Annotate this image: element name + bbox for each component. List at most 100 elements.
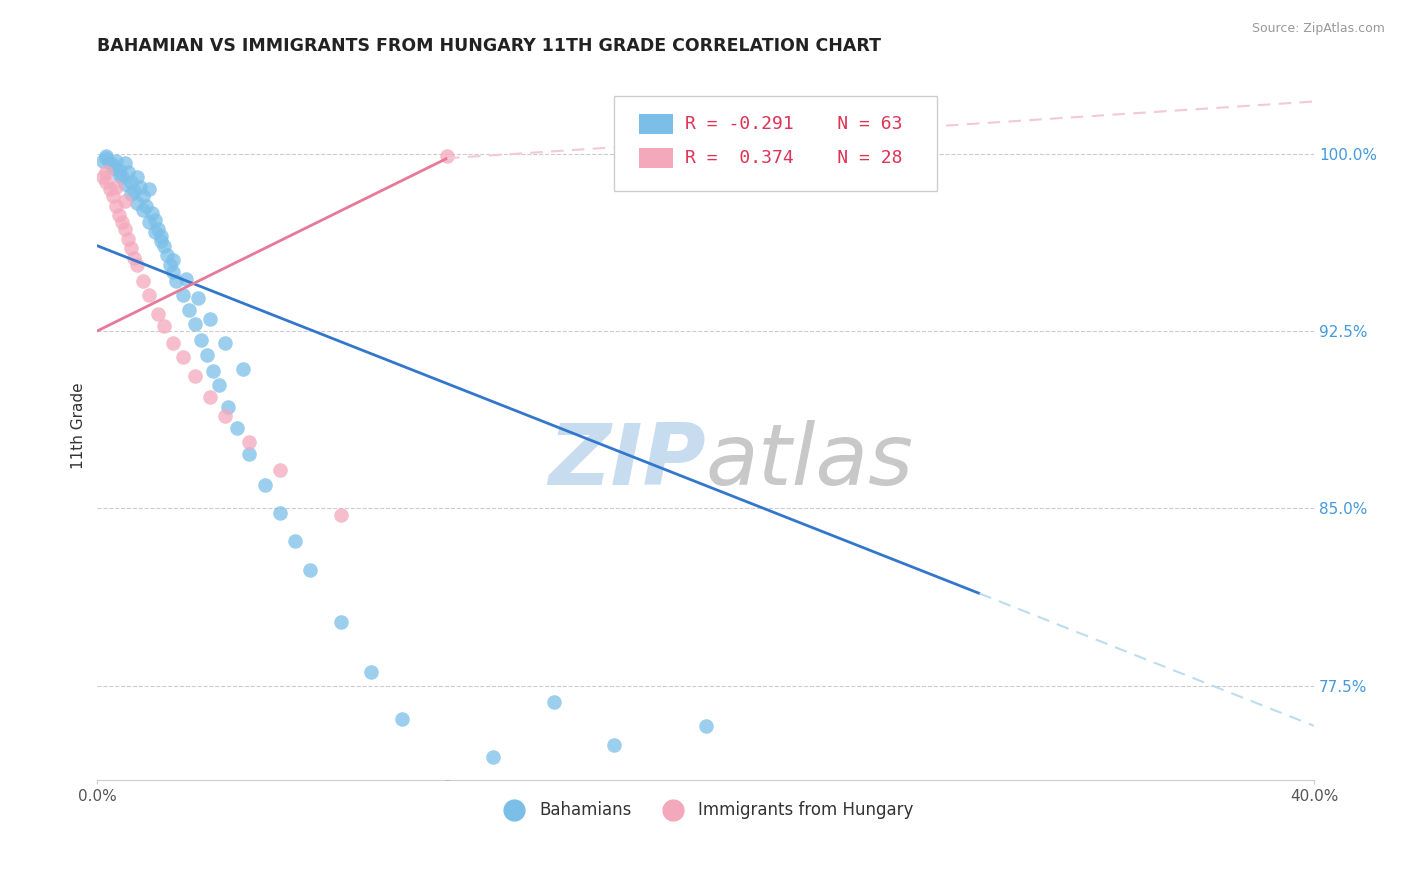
Point (543, 695, 565, 709)
Point (481, 749, 503, 764)
Point (153, 319, 176, 334)
Point (284, 534, 307, 549)
Point (96, 149, 118, 163)
Point (162, 252, 184, 267)
Bar (638, 114, 673, 134)
Point (138, 288, 160, 302)
Point (177, 302, 200, 317)
Point (143, 225, 166, 239)
Point (153, 239, 176, 253)
Point (132, 203, 155, 218)
Point (117, 232, 139, 246)
Point (208, 378, 231, 392)
Point (114, 194, 136, 208)
Point (329, 615, 352, 629)
Point (104, 198, 127, 212)
Point (232, 361, 254, 376)
Point (135, 198, 157, 212)
Point (111, 170, 134, 185)
Point (120, 186, 142, 201)
Point (101, 158, 124, 172)
Point (436, 149, 458, 163)
Point (214, 335, 236, 350)
Point (360, 665, 382, 679)
Point (114, 156, 136, 170)
Point (391, 712, 413, 726)
Point (201, 364, 224, 378)
Point (172, 350, 194, 364)
Point (141, 205, 163, 219)
Point (695, 719, 717, 733)
Point (198, 390, 221, 404)
Point (172, 288, 194, 302)
Point (122, 251, 145, 265)
Point (129, 179, 152, 194)
Point (107, 208, 129, 222)
Point (122, 185, 145, 199)
Point (132, 189, 155, 203)
Point (104, 153, 127, 168)
Point (162, 335, 184, 350)
Text: R =  0.374    N = 28: R = 0.374 N = 28 (685, 149, 903, 167)
Point (101, 161, 124, 175)
Point (107, 163, 129, 178)
Point (93, 170, 115, 185)
Y-axis label: 11th Grade: 11th Grade (72, 382, 86, 469)
Point (114, 222, 136, 236)
Point (117, 165, 139, 179)
Point (156, 248, 179, 262)
Point (183, 368, 205, 383)
Point (148, 307, 170, 321)
Point (253, 477, 276, 491)
Bar (638, 148, 673, 168)
Point (138, 182, 160, 196)
FancyBboxPatch shape (614, 95, 936, 192)
Point (93, 153, 115, 168)
Point (125, 170, 148, 185)
Point (98, 156, 121, 170)
Point (159, 258, 181, 272)
Point (114, 178, 136, 192)
Point (214, 409, 236, 423)
Point (125, 258, 148, 272)
Point (195, 347, 218, 361)
Point (101, 189, 124, 203)
Point (107, 168, 129, 182)
Point (162, 265, 184, 279)
Point (174, 272, 197, 286)
Point (143, 212, 166, 227)
Point (238, 435, 260, 450)
Point (120, 241, 142, 255)
Point (150, 229, 173, 244)
Legend: Bahamians, Immigrants from Hungary: Bahamians, Immigrants from Hungary (491, 794, 921, 825)
Point (104, 179, 127, 194)
Point (132, 274, 155, 288)
Point (183, 317, 205, 331)
Point (125, 196, 148, 211)
Point (603, 738, 626, 752)
Point (96, 165, 118, 179)
Point (329, 508, 352, 523)
Point (238, 447, 260, 461)
Point (217, 400, 239, 414)
Point (187, 291, 209, 305)
Point (111, 215, 134, 229)
Point (148, 222, 170, 236)
Text: R = -0.291    N = 63: R = -0.291 N = 63 (685, 115, 903, 133)
Point (150, 234, 173, 248)
Point (190, 334, 212, 348)
Text: Source: ZipAtlas.com: Source: ZipAtlas.com (1251, 22, 1385, 36)
Point (98, 182, 121, 196)
Point (198, 312, 221, 326)
Point (226, 421, 249, 435)
Point (138, 215, 160, 229)
Point (96, 175, 118, 189)
Point (436, 780, 458, 795)
Point (96, 151, 118, 165)
Point (299, 563, 322, 577)
Point (120, 175, 142, 189)
Text: BAHAMIAN VS IMMIGRANTS FROM HUNGARY 11TH GRADE CORRELATION CHART: BAHAMIAN VS IMMIGRANTS FROM HUNGARY 11TH… (97, 37, 882, 55)
Text: atlas: atlas (706, 419, 914, 502)
Point (269, 463, 291, 477)
Point (269, 506, 291, 520)
